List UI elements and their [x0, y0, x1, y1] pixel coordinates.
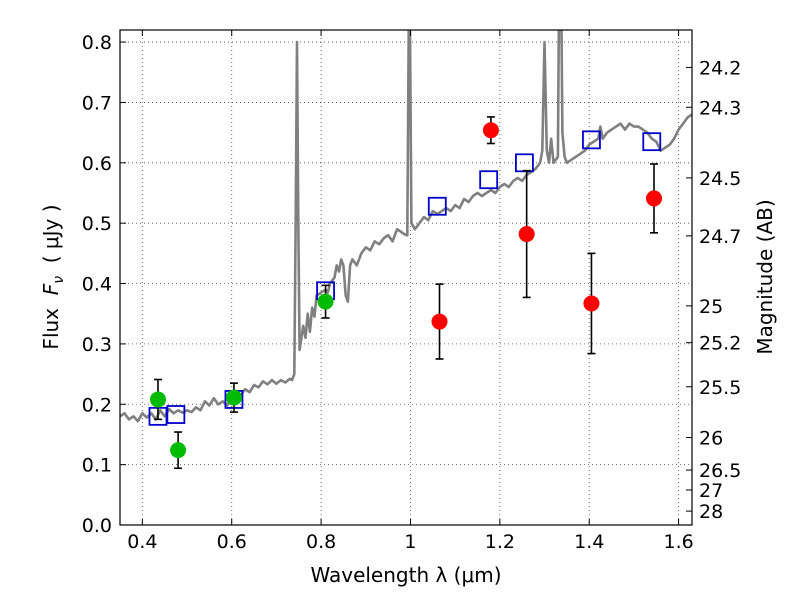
y-axis-label: Flux Fν ( μJy ) — [39, 204, 67, 349]
x-tick-label: 1.4 — [574, 531, 604, 553]
right-axis-tick-label: 26 — [699, 427, 723, 449]
model-photometry-square-marker — [582, 130, 601, 150]
model-photometry-square-marker — [642, 132, 662, 152]
x-tick-label: 1 — [404, 531, 416, 553]
infrared-photometry-point — [646, 190, 663, 207]
axes: 0.4 0.6 0.8 1 1.2 1.4 1.6 0.0 0.1 0.2 0.3 0.4 0.5 0.6… — [82, 30, 741, 553]
right-axis-tick-label: 25 — [699, 296, 723, 318]
x-tick-label: 0.8 — [306, 531, 336, 553]
grid — [120, 30, 692, 526]
y-tick-label: 0.3 — [82, 334, 112, 356]
y-tick-label: 0.5 — [82, 213, 112, 235]
optical-photometry-point — [317, 293, 334, 310]
model-photometry-square-marker — [427, 196, 447, 216]
y-tick-label: 0.4 — [82, 274, 112, 296]
plot-area — [120, 30, 692, 470]
optical-photometry-point — [225, 389, 242, 406]
right-axis-tick-label: 25.5 — [699, 377, 741, 399]
infrared-photometry-point — [431, 313, 448, 330]
y-tick-label: 0.6 — [82, 153, 112, 175]
plot-frame — [119, 29, 693, 526]
infrared-photometry-point — [482, 122, 499, 139]
infrared-photometry-point — [583, 295, 600, 312]
right-axis-label: Magnitude (AB) — [753, 199, 777, 354]
right-axis-tick-label: 24.2 — [699, 57, 741, 79]
x-tick-label: 1.6 — [663, 531, 693, 553]
right-axis-tick-label: 26.5 — [699, 460, 741, 482]
model-photometry-square-marker — [479, 170, 499, 190]
right-axis-tick-label: 27 — [699, 480, 723, 502]
infrared-photometry-point — [518, 226, 535, 243]
x-tick-label: 0.4 — [127, 531, 157, 553]
y-tick-label: 0.8 — [82, 32, 112, 54]
right-axis-tick-label: 25.2 — [699, 333, 741, 355]
optical-photometry-point — [149, 391, 166, 408]
right-axis-tick-label: 24.3 — [699, 97, 741, 119]
x-tick-label: 1.2 — [485, 531, 515, 553]
model-photometry-square-marker — [166, 405, 186, 424]
y-tick-label: 0.2 — [82, 394, 112, 416]
y-tick-label: 0.7 — [82, 92, 112, 114]
right-axis-tick-label: 24.7 — [699, 226, 741, 248]
x-tick-label: 0.6 — [217, 531, 247, 553]
y-tick-label: 0.0 — [82, 515, 112, 537]
template-spectrum-line — [120, 30, 692, 423]
x-axis-label: Wavelength λ (μm) — [310, 563, 501, 587]
right-axis-tick-label: 28 — [699, 501, 723, 523]
right-axis-tick-label: 24.5 — [699, 168, 741, 190]
optical-photometry-point — [170, 442, 187, 459]
y-tick-label: 0.1 — [82, 455, 112, 477]
